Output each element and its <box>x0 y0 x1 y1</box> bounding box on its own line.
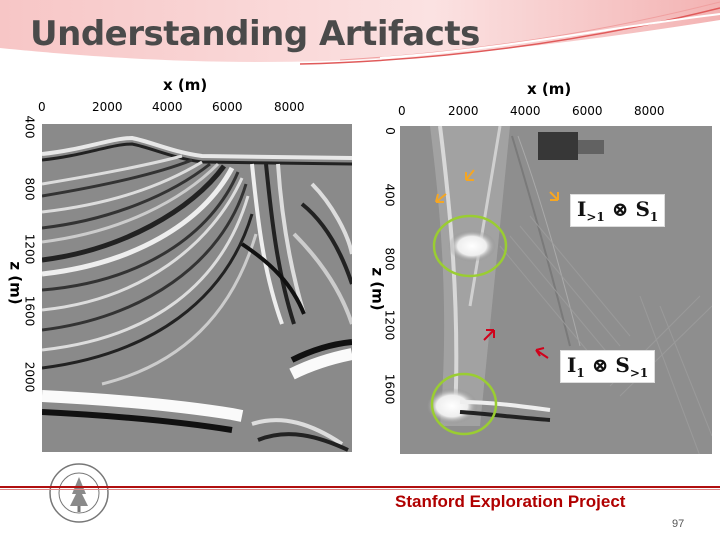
formula-bottom: I1 ⊗ S>1 <box>560 350 656 383</box>
right-seismic-panel: x (m) 0 2000 4000 6000 8000 0 400 800 12… <box>360 70 720 460</box>
formula-top-op: ⊗ <box>611 197 629 221</box>
footer-org-name: Stanford Exploration Project <box>395 492 626 511</box>
right-y-tick: 400 <box>382 183 397 207</box>
right-y-tick: 0 <box>382 127 397 135</box>
orange-arrows <box>435 169 559 203</box>
top-highlight-circle <box>432 214 508 278</box>
left-y-axis-label: z (m) <box>6 261 25 305</box>
formula-bottom-s-sub: >1 <box>629 366 649 380</box>
left-x-tick: 2000 <box>92 100 123 114</box>
left-x-tick: 0 <box>38 100 46 114</box>
formula-bottom-s: S <box>615 353 630 377</box>
left-y-tick: 2000 <box>22 361 37 393</box>
right-y-tick: 1200 <box>382 309 397 341</box>
left-y-tick: 1200 <box>22 233 37 265</box>
left-seismic-image <box>42 124 352 452</box>
right-x-tick: 0 <box>398 104 406 118</box>
left-x-tick: 6000 <box>212 100 243 114</box>
red-arrows <box>483 329 549 359</box>
left-x-axis-label: x (m) <box>163 76 208 94</box>
formula-bottom-i: I <box>567 353 577 377</box>
left-y-tick: 800 <box>22 177 37 201</box>
formula-top-i: I <box>577 197 587 221</box>
formula-top: I>1 ⊗ S1 <box>570 194 666 227</box>
right-seismic-image <box>400 126 712 454</box>
right-x-tick: 6000 <box>572 104 603 118</box>
right-x-tick: 2000 <box>448 104 479 118</box>
bottom-highlight-circle <box>430 372 498 436</box>
formula-top-s-sub: 1 <box>649 210 659 224</box>
footer-divider <box>0 486 720 488</box>
left-y-tick: 400 <box>22 115 37 139</box>
formula-bottom-op: ⊗ <box>591 353 609 377</box>
formula-top-s: S <box>635 197 650 221</box>
slide-title: Understanding Artifacts <box>30 14 480 54</box>
stanford-seal-logo <box>49 463 109 523</box>
right-x-tick: 4000 <box>510 104 541 118</box>
left-x-tick: 4000 <box>152 100 183 114</box>
header-swoosh <box>0 0 720 65</box>
right-y-tick: 1600 <box>382 373 397 405</box>
left-x-tick: 8000 <box>274 100 305 114</box>
right-y-axis-label: z (m) <box>368 267 387 311</box>
page-number: 97 <box>672 518 685 530</box>
right-x-tick: 8000 <box>634 104 665 118</box>
footer-divider-thin <box>0 489 720 490</box>
right-x-axis-label: x (m) <box>527 80 572 98</box>
left-seismic-panel: x (m) 0 2000 4000 6000 8000 400 800 1200… <box>0 70 360 460</box>
formula-bottom-i-sub: 1 <box>576 366 585 380</box>
formula-top-i-sub: >1 <box>586 210 605 224</box>
